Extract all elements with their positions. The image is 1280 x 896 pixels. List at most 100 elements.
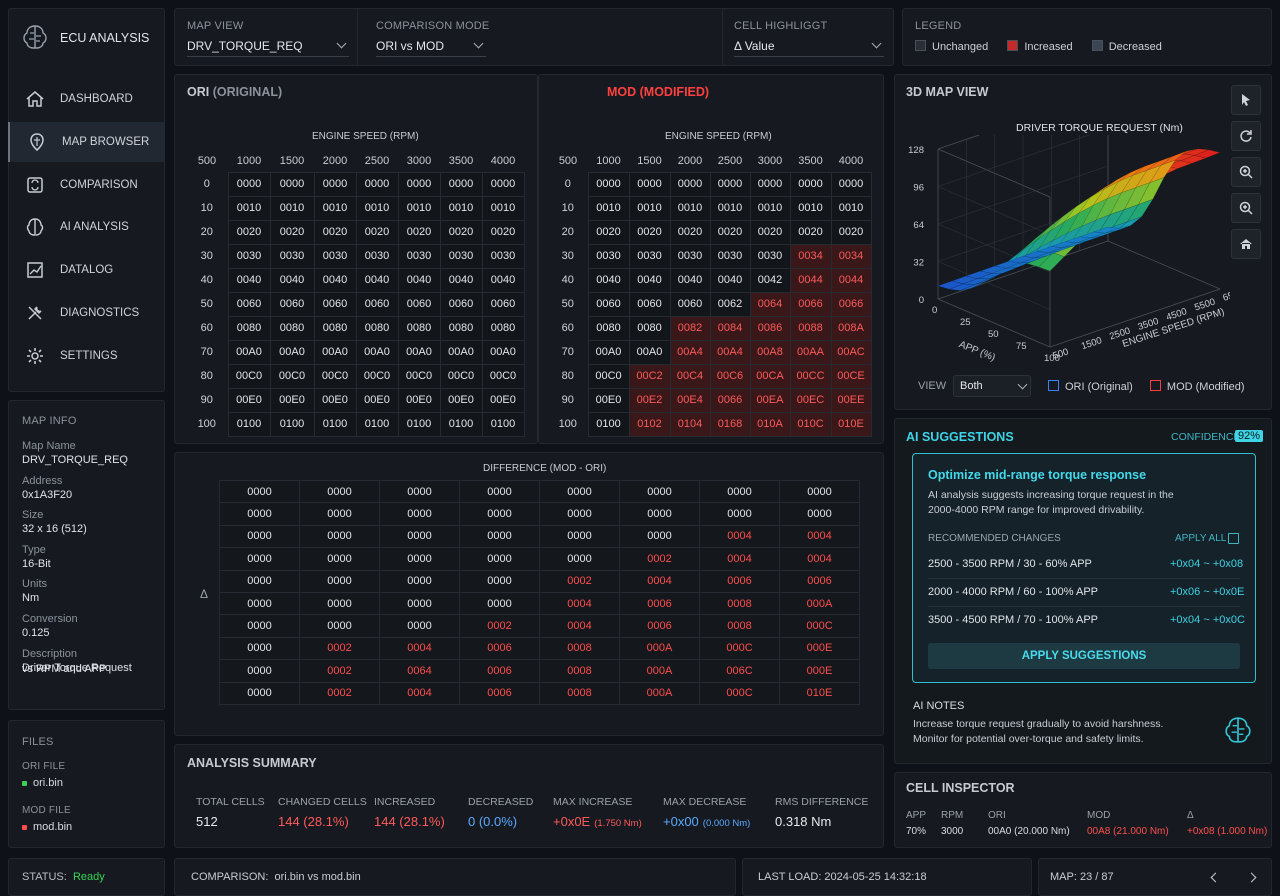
map-cell[interactable]: 0010 bbox=[313, 195, 357, 221]
diff-cell[interactable]: 0004 bbox=[539, 614, 620, 638]
map-cell[interactable]: 00A4 bbox=[709, 339, 751, 365]
map-cell[interactable]: 00A8 bbox=[749, 339, 791, 365]
map-cell[interactable]: 0030 bbox=[628, 243, 671, 269]
map-cell[interactable]: 0100 bbox=[227, 411, 271, 437]
map-cell[interactable]: 0020 bbox=[709, 219, 751, 245]
diff-cell[interactable]: 0000 bbox=[379, 614, 460, 638]
diff-cell[interactable]: 0000 bbox=[219, 502, 300, 526]
diff-cell[interactable]: 0004 bbox=[699, 524, 780, 549]
map-cell[interactable]: 0030 bbox=[269, 243, 315, 269]
map-cell[interactable]: 00A0 bbox=[587, 339, 630, 365]
map-cell[interactable]: 0080 bbox=[269, 315, 315, 341]
diff-cell[interactable]: 0002 bbox=[299, 681, 380, 705]
zoom-in-button[interactable] bbox=[1231, 157, 1261, 187]
apply-all-checkbox[interactable] bbox=[1228, 533, 1239, 544]
diff-cell[interactable]: 010E bbox=[779, 681, 860, 705]
map-cell[interactable]: 0062 bbox=[709, 291, 751, 317]
map-cell[interactable]: 0060 bbox=[587, 291, 630, 317]
map-cell[interactable]: 0066 bbox=[709, 387, 751, 413]
diff-cell[interactable]: 0000 bbox=[219, 547, 300, 571]
map-cell[interactable]: 0080 bbox=[481, 315, 525, 341]
map-cell[interactable]: 0020 bbox=[669, 219, 711, 245]
diff-cell[interactable]: 0064 bbox=[379, 659, 460, 683]
cell-highlight-select[interactable]: Δ Value bbox=[734, 35, 884, 57]
map-cell[interactable]: 0044 bbox=[830, 267, 872, 293]
map-cell[interactable]: 0102 bbox=[628, 411, 671, 437]
diff-cell[interactable]: 000C bbox=[699, 681, 780, 705]
diff-cell[interactable]: 0000 bbox=[619, 524, 700, 549]
next-map-button[interactable] bbox=[1244, 870, 1258, 884]
diff-cell[interactable]: 0002 bbox=[299, 659, 380, 683]
map-cell[interactable]: 00C0 bbox=[587, 363, 630, 389]
map-cell[interactable]: 0080 bbox=[227, 315, 271, 341]
diff-cell[interactable]: 0006 bbox=[699, 569, 780, 593]
diff-cell[interactable]: 0000 bbox=[219, 569, 300, 593]
diff-cell[interactable]: 000A bbox=[779, 591, 860, 616]
map-cell[interactable]: 0010 bbox=[587, 195, 630, 221]
map-cell[interactable]: 0000 bbox=[439, 171, 483, 197]
diff-cell[interactable]: 0004 bbox=[699, 547, 780, 571]
diff-cell[interactable]: 0000 bbox=[699, 502, 780, 526]
map-cell[interactable]: 00E0 bbox=[439, 387, 483, 413]
map-cell[interactable]: 00A0 bbox=[269, 339, 315, 365]
diff-cell[interactable]: 0004 bbox=[379, 636, 460, 661]
home-view-button[interactable] bbox=[1231, 229, 1261, 259]
diff-cell[interactable]: 0000 bbox=[619, 479, 700, 504]
map-cell[interactable]: 0030 bbox=[313, 243, 357, 269]
map-cell[interactable]: 0060 bbox=[397, 291, 441, 317]
map-cell[interactable]: 0100 bbox=[439, 411, 483, 437]
map-cell[interactable]: 00A0 bbox=[628, 339, 671, 365]
diff-cell[interactable]: 000A bbox=[619, 681, 700, 705]
diff-cell[interactable]: 0000 bbox=[379, 591, 460, 616]
sidebar-item-comparison[interactable]: COMPARISON bbox=[8, 165, 164, 205]
diff-cell[interactable]: 000A bbox=[619, 636, 700, 661]
map-cell[interactable]: 00EE bbox=[830, 387, 872, 413]
map-cell[interactable]: 00CA bbox=[749, 363, 791, 389]
map-cell[interactable]: 0060 bbox=[439, 291, 483, 317]
map-cell[interactable]: 0066 bbox=[830, 291, 872, 317]
select-tool-button[interactable] bbox=[1231, 85, 1261, 115]
diff-cell[interactable]: 0000 bbox=[699, 479, 780, 504]
diff-cell[interactable]: 0000 bbox=[379, 547, 460, 571]
diff-cell[interactable]: 0008 bbox=[539, 636, 620, 661]
diff-cell[interactable]: 0000 bbox=[299, 569, 380, 593]
map-view-select[interactable]: DRV_TORQUE_REQ bbox=[187, 35, 349, 57]
map-cell[interactable]: 0010 bbox=[481, 195, 525, 221]
map-cell[interactable]: 0060 bbox=[669, 291, 711, 317]
diff-cell[interactable]: 0000 bbox=[459, 547, 540, 571]
diff-cell[interactable]: 0000 bbox=[539, 547, 620, 571]
diff-cell[interactable]: 000C bbox=[699, 636, 780, 661]
diff-cell[interactable]: 0000 bbox=[299, 591, 380, 616]
diff-cell[interactable]: 0000 bbox=[219, 681, 300, 705]
map-cell[interactable]: 010A bbox=[749, 411, 791, 437]
map-cell[interactable]: 00A4 bbox=[669, 339, 711, 365]
diff-cell[interactable]: 0000 bbox=[219, 591, 300, 616]
map-cell[interactable]: 00EC bbox=[789, 387, 832, 413]
diff-cell[interactable]: 0000 bbox=[779, 502, 860, 526]
diff-cell[interactable]: 0000 bbox=[299, 524, 380, 549]
map-cell[interactable]: 0100 bbox=[481, 411, 525, 437]
diff-cell[interactable]: 0000 bbox=[779, 479, 860, 504]
map-cell[interactable]: 0040 bbox=[439, 267, 483, 293]
map-cell[interactable]: 0000 bbox=[587, 171, 630, 197]
diff-cell[interactable]: 0000 bbox=[299, 547, 380, 571]
map-cell[interactable]: 00C2 bbox=[628, 363, 671, 389]
map-cell[interactable]: 0030 bbox=[355, 243, 399, 269]
map-cell[interactable]: 00C0 bbox=[397, 363, 441, 389]
map-cell[interactable]: 00AA bbox=[789, 339, 832, 365]
diff-cell[interactable]: 0008 bbox=[699, 614, 780, 638]
map-cell[interactable]: 00E0 bbox=[355, 387, 399, 413]
map-cell[interactable]: 0020 bbox=[789, 219, 832, 245]
map-cell[interactable]: 0040 bbox=[397, 267, 441, 293]
map-cell[interactable]: 0044 bbox=[789, 267, 832, 293]
sidebar-item-ai-analysis[interactable]: AI ANALYSIS bbox=[8, 207, 164, 247]
diff-cell[interactable]: 0000 bbox=[539, 502, 620, 526]
3d-surface-chart[interactable]: 1289664320025507510050015002500350045005… bbox=[900, 135, 1230, 370]
map-cell[interactable]: 00E4 bbox=[669, 387, 711, 413]
diff-cell[interactable]: 000E bbox=[779, 636, 860, 661]
diff-cell[interactable]: 0004 bbox=[619, 569, 700, 593]
diff-cell[interactable]: 0000 bbox=[219, 479, 300, 504]
diff-cell[interactable]: 0002 bbox=[619, 547, 700, 571]
map-cell[interactable]: 008A bbox=[830, 315, 872, 341]
diff-cell[interactable]: 0000 bbox=[539, 524, 620, 549]
